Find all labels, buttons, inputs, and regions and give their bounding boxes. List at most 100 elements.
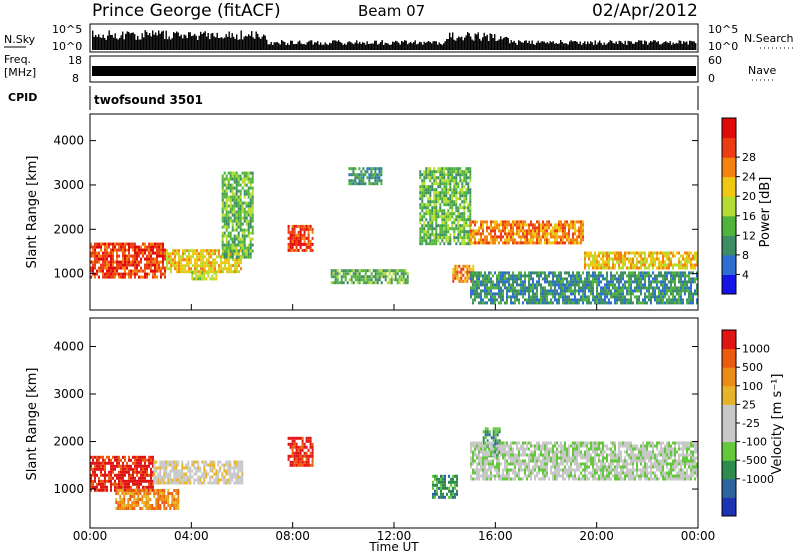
freq-tick-top: 18 xyxy=(68,54,82,67)
nsky-mark xyxy=(590,41,592,50)
nsky-mark xyxy=(336,41,338,50)
nsky-mark xyxy=(419,41,421,50)
nsky-mark xyxy=(399,44,401,50)
nsky-panel: N.Sky 10^5 10^0 10^5 10^0 N.Search xyxy=(4,23,794,53)
nsky-mark xyxy=(480,40,482,50)
nsky-mark xyxy=(198,35,200,50)
nsky-mark xyxy=(468,33,470,50)
nsky-mark xyxy=(228,31,230,50)
nsky-mark xyxy=(642,44,644,50)
velocity-colorbar-tick: 1000 xyxy=(742,343,770,356)
nsky-mark xyxy=(515,42,517,50)
velocity-ytick-label: 3000 xyxy=(53,387,84,401)
nsky-mark xyxy=(594,40,596,50)
nsky-mark xyxy=(171,38,173,50)
nsky-mark xyxy=(632,43,634,50)
nsky-mark xyxy=(462,40,464,50)
nsky-mark xyxy=(654,40,656,50)
nsky-mark xyxy=(459,37,461,50)
nsky-mark xyxy=(282,41,284,50)
nsky-mark xyxy=(219,37,221,50)
nsky-mark xyxy=(278,43,280,50)
nsky-mark xyxy=(516,44,518,50)
velocity-colorbar-segment xyxy=(722,478,736,498)
nsky-mark xyxy=(227,36,229,50)
nsky-mark xyxy=(296,43,298,50)
nsky-mark xyxy=(521,42,523,50)
nsky-mark xyxy=(122,31,124,50)
nsky-mark xyxy=(540,41,542,50)
nave-tick-top: 60 xyxy=(708,54,722,67)
nsky-mark xyxy=(357,43,359,50)
nsky-mark xyxy=(360,43,362,50)
nsky-mark xyxy=(504,37,506,50)
nsky-mark xyxy=(126,31,128,50)
nsky-mark xyxy=(519,41,521,50)
nsky-mark xyxy=(545,43,547,50)
nsky-trace xyxy=(92,30,697,50)
nsky-mark xyxy=(191,36,193,50)
nsky-mark xyxy=(687,44,689,50)
nsky-mark xyxy=(251,31,253,50)
nsky-mark xyxy=(627,40,629,50)
nsky-mark xyxy=(135,39,137,50)
nsky-mark xyxy=(348,41,350,50)
nsky-mark xyxy=(239,39,241,50)
nsky-mark xyxy=(536,42,538,50)
nsky-mark xyxy=(194,33,196,50)
nsky-mark xyxy=(617,44,619,50)
power-region xyxy=(470,271,698,305)
nsky-mark xyxy=(588,43,590,50)
nsky-mark xyxy=(683,41,685,50)
nsky-mark xyxy=(173,32,175,50)
nave-label: Nave xyxy=(748,64,776,77)
nsky-mark xyxy=(257,33,259,50)
nsky-mark xyxy=(548,43,550,50)
power-region xyxy=(90,242,166,279)
nsky-mark xyxy=(281,40,283,50)
power-ytick-label: 3000 xyxy=(53,178,84,192)
nsky-mark xyxy=(102,34,104,50)
nsky-mark xyxy=(450,37,452,50)
nsky-mark xyxy=(179,36,181,50)
nsky-mark xyxy=(560,40,562,50)
xaxis-tick-label: 00:00 xyxy=(681,529,716,543)
nsky-mark xyxy=(449,32,451,50)
beam-label: Beam 07 xyxy=(358,2,425,20)
nsky-mark xyxy=(185,35,187,50)
nsky-mark xyxy=(329,42,331,50)
velocity-colorbar-tick: -500 xyxy=(742,454,767,467)
power-colorbar-segment xyxy=(722,215,736,236)
nsky-mark xyxy=(633,43,635,50)
nsky-mark xyxy=(584,41,586,50)
velocity-colorbar-segment xyxy=(722,423,736,443)
velocity-region xyxy=(153,460,244,485)
nsky-mark xyxy=(302,44,304,50)
nsky-mark xyxy=(123,39,125,50)
nsky-mark xyxy=(423,41,425,50)
nsky-mark xyxy=(681,43,683,50)
velocity-colorbar-label: Velocity [m s⁻¹] xyxy=(770,374,785,475)
nsky-mark xyxy=(410,41,412,50)
nsky-mark xyxy=(567,44,569,50)
nsky-mark xyxy=(650,40,652,50)
power-ylabel: Slant Range [km] xyxy=(25,156,40,269)
nsky-mark xyxy=(246,36,248,50)
nsky-mark xyxy=(204,31,206,50)
nsky-mark xyxy=(575,41,577,50)
nsky-mark xyxy=(663,42,665,50)
nsky-mark xyxy=(266,39,268,50)
nsky-mark xyxy=(660,44,662,50)
nsky-mark xyxy=(444,41,446,50)
nsky-mark xyxy=(159,33,161,50)
nsky-mark xyxy=(269,44,271,50)
nsky-mark xyxy=(242,39,244,50)
nsky-mark xyxy=(413,42,415,50)
velocity-ylabel: Slant Range [km] xyxy=(25,368,40,481)
nsky-mark xyxy=(483,32,485,50)
nsky-mark xyxy=(485,36,487,50)
nsky-mark xyxy=(113,37,115,50)
nsky-mark xyxy=(105,39,107,50)
nave-tick-bottom: 0 xyxy=(708,72,715,85)
nsky-mark xyxy=(641,40,643,50)
